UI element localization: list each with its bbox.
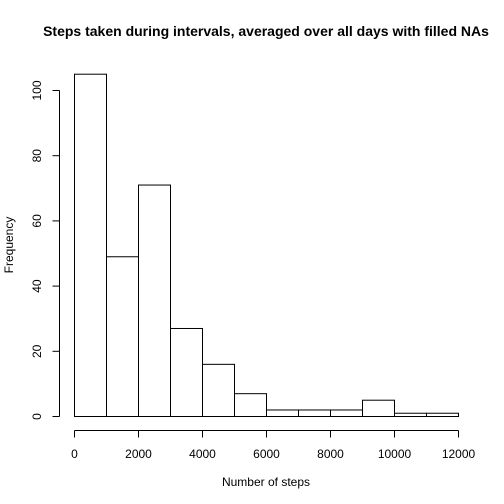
histogram-bar bbox=[202, 363, 235, 417]
histogram-bar bbox=[266, 409, 299, 418]
y-tick-label: 60 bbox=[30, 214, 44, 228]
y-tick-label: 80 bbox=[30, 149, 44, 163]
x-tick-label: 6000 bbox=[253, 447, 280, 461]
histogram-bar bbox=[426, 412, 459, 417]
x-tick-label: 4000 bbox=[189, 447, 216, 461]
y-axis-label: Frequency bbox=[2, 217, 16, 274]
y-tick-label: 20 bbox=[30, 344, 44, 358]
y-axis: 0 20 40 60 80 100 bbox=[30, 80, 60, 420]
histogram-bar bbox=[138, 184, 171, 417]
x-tick-label: 0 bbox=[71, 447, 78, 461]
histogram-bar bbox=[106, 256, 139, 418]
histogram-bar bbox=[298, 409, 331, 418]
y-tick-label: 0 bbox=[30, 413, 44, 420]
histogram-bar bbox=[362, 399, 395, 418]
y-tick-label: 40 bbox=[30, 279, 44, 293]
histogram-bar bbox=[394, 412, 427, 417]
chart-title: Steps taken during intervals, averaged o… bbox=[43, 23, 489, 39]
x-tick-label: 10000 bbox=[378, 447, 412, 461]
x-tick-label: 12000 bbox=[442, 447, 476, 461]
y-tick-label: 100 bbox=[30, 80, 44, 100]
histogram-bar bbox=[234, 393, 267, 417]
x-tick-label: 8000 bbox=[317, 447, 344, 461]
histogram-bar bbox=[170, 327, 203, 418]
x-axis: 0 2000 4000 6000 8000 10000 12000 bbox=[71, 430, 476, 461]
histogram-bar bbox=[74, 73, 107, 417]
x-tick-label: 2000 bbox=[125, 447, 152, 461]
bars-group bbox=[74, 73, 459, 418]
histogram-bar bbox=[330, 409, 363, 418]
x-axis-label: Number of steps bbox=[222, 475, 310, 489]
